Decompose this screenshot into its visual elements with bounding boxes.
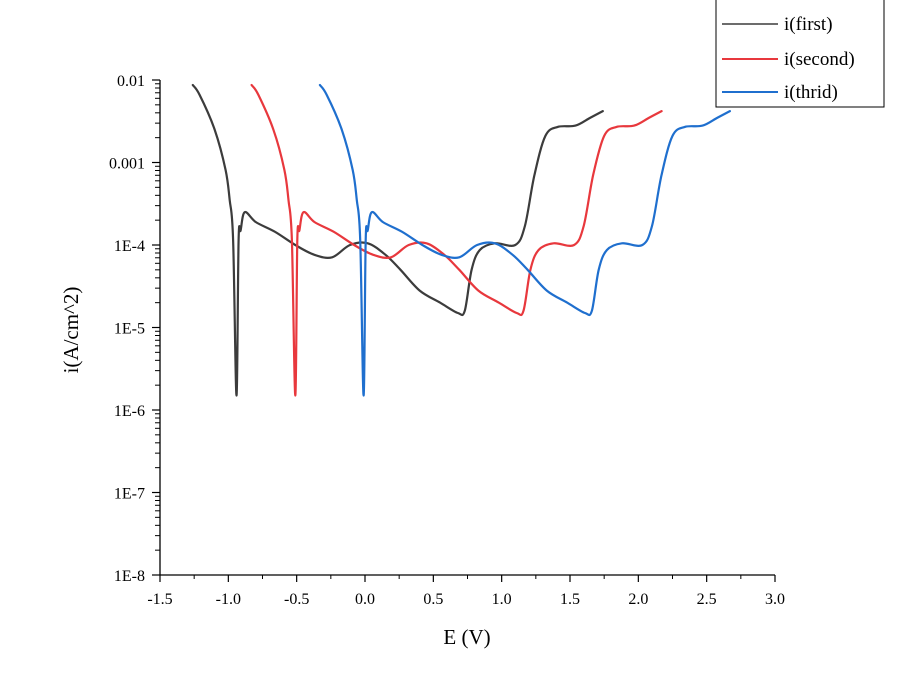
series-layer [191, 83, 731, 397]
x-tick-label: 1.0 [492, 591, 512, 608]
x-tick-label: 0.0 [355, 591, 375, 608]
y-tick-label: 0.01 [117, 73, 145, 90]
legend-label-first: i(first) [784, 14, 833, 35]
x-tick-label: 3.0 [765, 591, 785, 608]
series-line-1 [191, 83, 604, 397]
legend-label-second: i(second) [784, 49, 855, 70]
legend-border [715, 0, 885, 108]
x-tick-label: -0.5 [284, 591, 309, 608]
y-tick-label: 1E-5 [114, 321, 145, 338]
y-tick-label: 1E-4 [114, 238, 145, 255]
x-tick-label: 1.5 [560, 591, 580, 608]
y-tick-label: 1E-8 [114, 568, 145, 585]
x-tick-label: -1.5 [147, 591, 172, 608]
x-tick-label: 0.5 [423, 591, 443, 608]
y-tick-label: 1E-7 [114, 486, 145, 503]
y-axis-title: i(A/cm^2) [59, 287, 83, 374]
series-line-2 [250, 83, 663, 397]
axes [159, 80, 775, 576]
y-tick-label: 1E-6 [114, 403, 145, 420]
x-tick-label: 2.5 [697, 591, 717, 608]
series-line-3 [318, 83, 731, 397]
legend: i(first) i(second) i(thrid) [715, 0, 885, 108]
x-tick-label: -1.0 [216, 591, 241, 608]
legend-label-third: i(thrid) [784, 82, 838, 103]
x-tick-label: 2.0 [628, 591, 648, 608]
y-tick-label: 0.001 [109, 156, 145, 173]
x-axis-title: E (V) [443, 625, 490, 649]
ticks: -1.5 -1.0 -0.5 0.0 0.5 1.0 1.5 2.0 2.5 3.0 0.01 0.0… [109, 73, 785, 608]
